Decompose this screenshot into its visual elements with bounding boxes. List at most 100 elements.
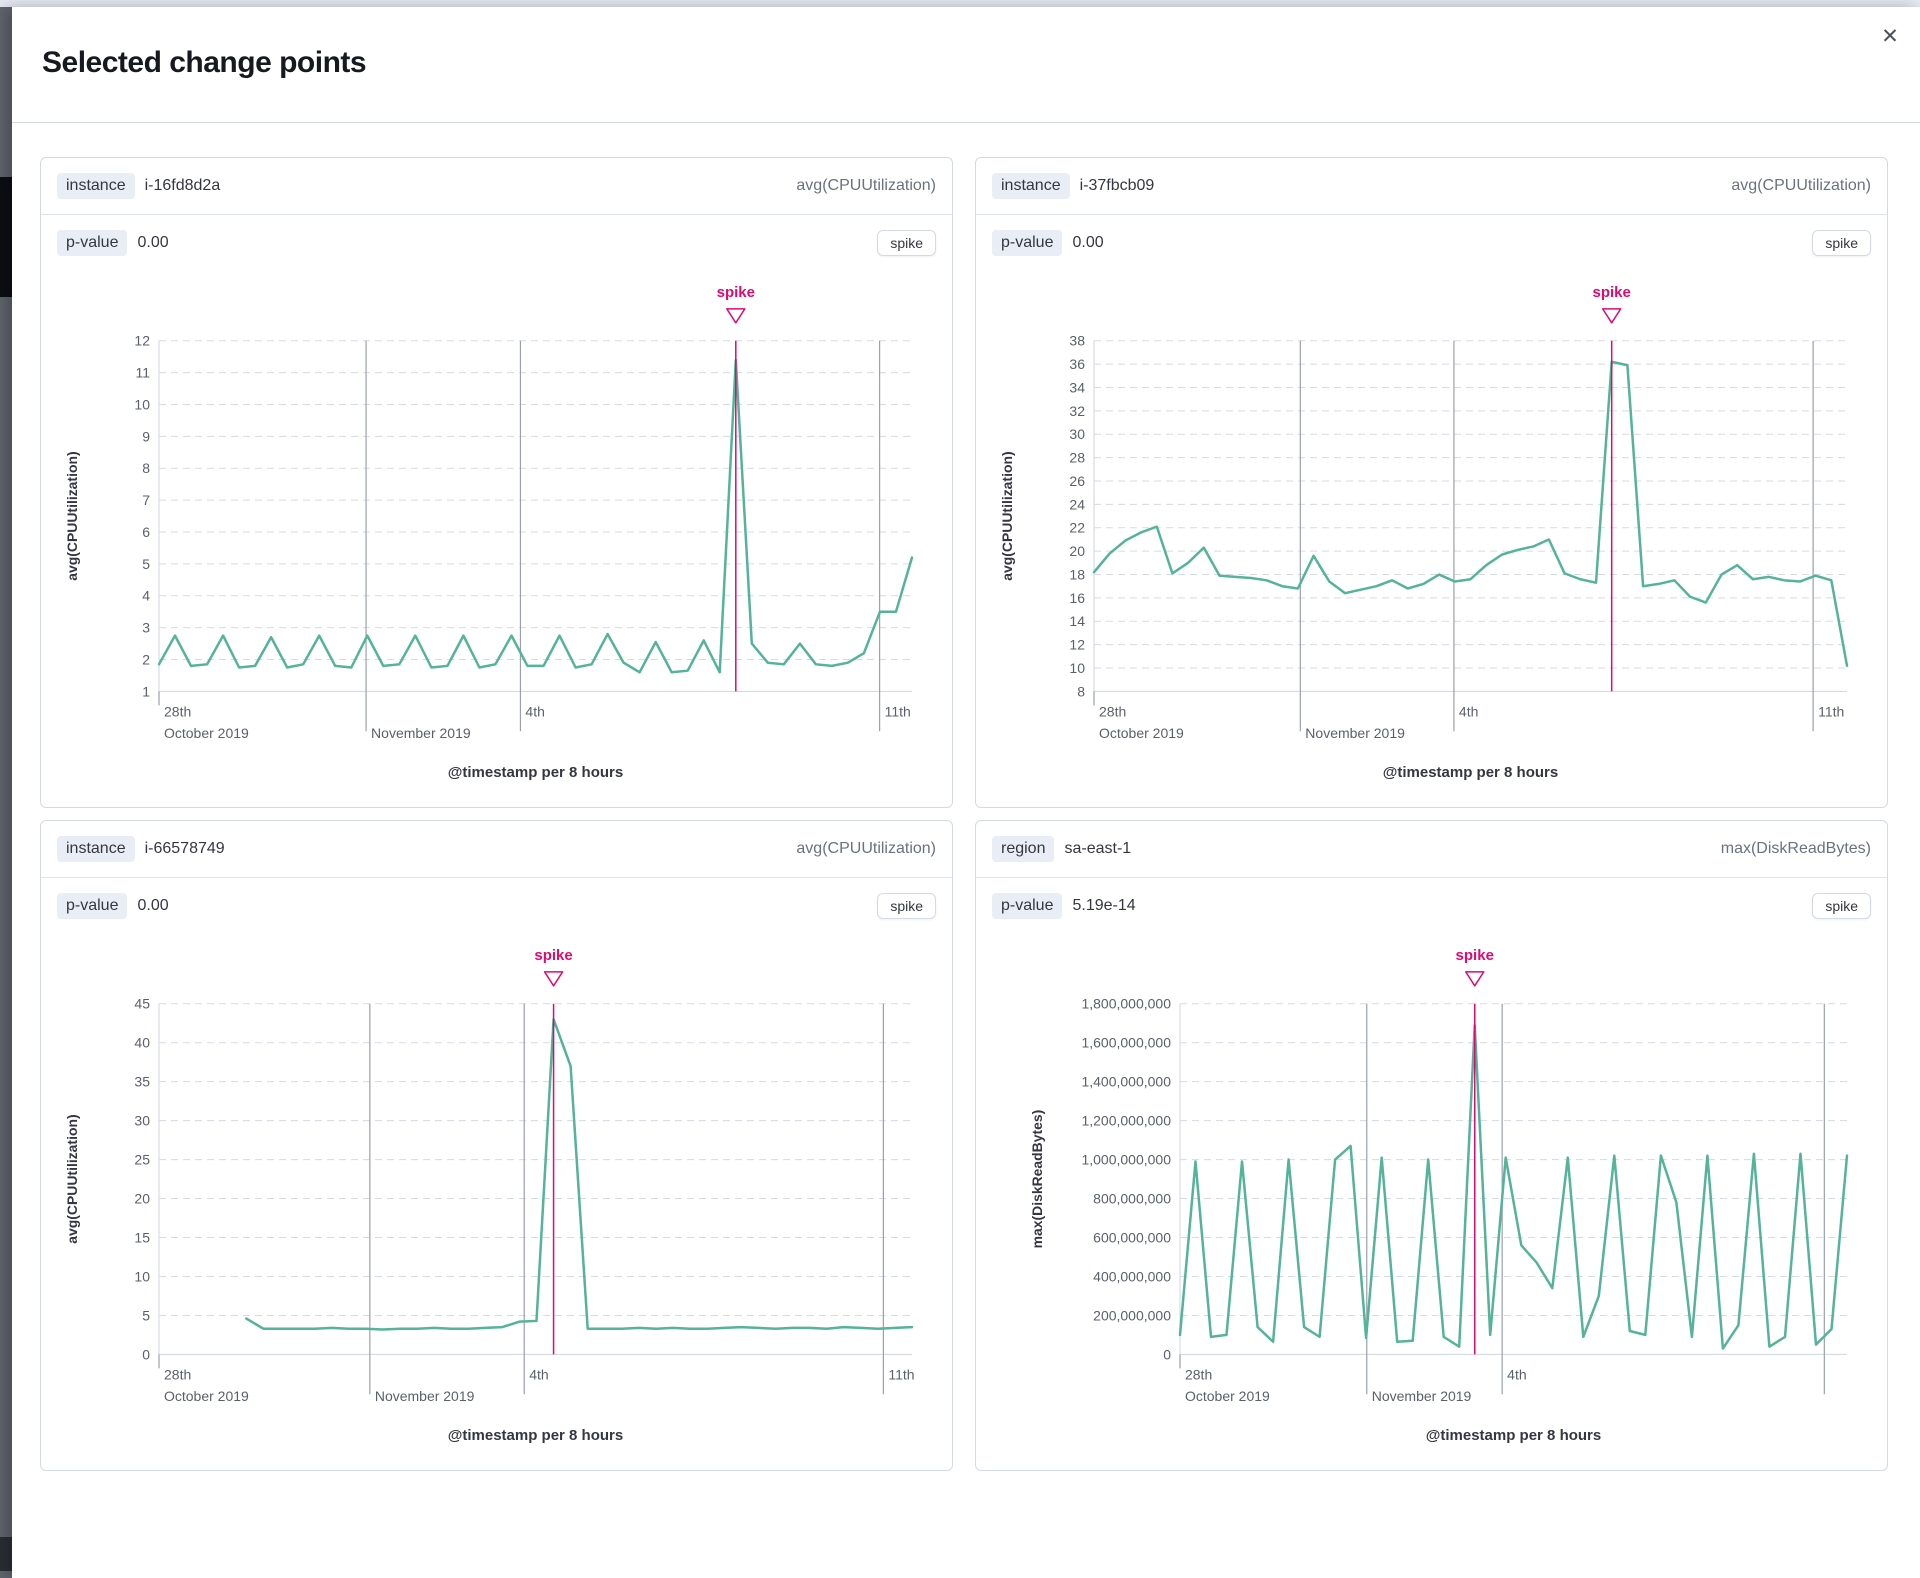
- svg-text:4th: 4th: [529, 1366, 548, 1382]
- p-value-badge: p-value: [992, 893, 1063, 919]
- svg-text:24: 24: [1069, 496, 1085, 512]
- svg-text:20: 20: [1069, 543, 1085, 559]
- svg-text:28th: 28th: [164, 703, 191, 719]
- chart-area: 1 2 3 4 5 6 7 8 9 10 11 12 28th October 2019 November …: [41, 271, 952, 807]
- svg-text:11: 11: [135, 365, 150, 381]
- svg-text:1,000,000,000: 1,000,000,000: [1081, 1152, 1171, 1168]
- svg-text:15: 15: [134, 1230, 150, 1246]
- svg-text:5: 5: [142, 556, 150, 572]
- change-point-panel-4: region sa-east-1 max(DiskReadBytes) p-va…: [975, 820, 1888, 1471]
- field-name-badge: instance: [57, 173, 135, 199]
- svg-text:1,600,000,000: 1,600,000,000: [1081, 1035, 1171, 1051]
- change-type-button[interactable]: spike: [877, 893, 936, 919]
- svg-text:11th: 11th: [888, 1366, 914, 1382]
- svg-text:5: 5: [142, 1307, 150, 1323]
- svg-text:1,800,000,000: 1,800,000,000: [1081, 996, 1171, 1012]
- svg-text:0: 0: [142, 1346, 150, 1362]
- chart-area: 0 5 10 15 20 25 30 35 40 45 28th October 2019 Novemb…: [41, 934, 952, 1470]
- svg-text:spike: spike: [1593, 284, 1631, 301]
- field-value: i-66578749: [144, 840, 225, 857]
- header-divider: [12, 122, 1920, 123]
- svg-text:32: 32: [1069, 403, 1085, 419]
- p-value-badge: p-value: [57, 230, 128, 256]
- field-value: i-37fbcb09: [1079, 177, 1155, 194]
- svg-text:10: 10: [134, 1268, 150, 1284]
- svg-text:spike: spike: [717, 284, 755, 301]
- p-value-badge: p-value: [57, 893, 128, 919]
- svg-text:@timestamp per 8 hours: @timestamp per 8 hours: [448, 764, 623, 781]
- svg-text:avg(CPUUtilization): avg(CPUUtilization): [64, 1114, 80, 1243]
- svg-text:November 2019: November 2019: [375, 1388, 475, 1404]
- svg-text:30: 30: [134, 1113, 150, 1129]
- field-value: i-16fd8d2a: [144, 177, 221, 194]
- svg-text:11th: 11th: [885, 703, 911, 719]
- svg-text:max(DiskReadBytes): max(DiskReadBytes): [1029, 1110, 1045, 1249]
- panel-title-row: instance i-37fbcb09 avg(CPUUtilization): [976, 158, 1887, 215]
- svg-text:@timestamp per 8 hours: @timestamp per 8 hours: [448, 1427, 623, 1444]
- svg-text:spike: spike: [534, 947, 572, 964]
- svg-text:avg(CPUUtilization): avg(CPUUtilization): [64, 451, 80, 580]
- svg-text:12: 12: [134, 333, 150, 349]
- svg-text:October 2019: October 2019: [1099, 725, 1184, 741]
- svg-text:3: 3: [142, 620, 150, 636]
- svg-text:40: 40: [134, 1035, 150, 1051]
- metric-label: avg(CPUUtilization): [796, 177, 936, 194]
- chart-area: 8 10 12 14 16 18 20 22 24 26 28 30 32 34 36 38 28th Octob…: [976, 271, 1887, 807]
- panel-title-row: instance i-66578749 avg(CPUUtilization): [41, 821, 952, 878]
- background-content-fragment: [0, 177, 12, 297]
- svg-text:600,000,000: 600,000,000: [1093, 1230, 1171, 1246]
- page-title: Selected change points: [42, 46, 367, 79]
- panel-stats-row: p-value 0.00 spike: [976, 215, 1887, 271]
- svg-text:November 2019: November 2019: [1305, 725, 1405, 741]
- panels-grid: instance i-16fd8d2a avg(CPUUtilization) …: [12, 123, 1920, 1471]
- change-points-modal: Selected change points ✕ instance i-16fd…: [12, 7, 1920, 1578]
- change-point-panel-1: instance i-16fd8d2a avg(CPUUtilization) …: [40, 157, 953, 808]
- background-content-fragment: [0, 1537, 12, 1571]
- change-type-button[interactable]: spike: [1812, 230, 1871, 256]
- svg-text:36: 36: [1069, 356, 1085, 372]
- svg-text:8: 8: [142, 460, 150, 476]
- svg-text:1: 1: [142, 683, 150, 699]
- metric-label: max(DiskReadBytes): [1720, 840, 1871, 857]
- line-chart: 0 200,000,000 400,000,000 600,000,000 800,00…: [1029, 947, 1849, 1444]
- svg-text:28th: 28th: [164, 1366, 191, 1382]
- field-value: sa-east-1: [1064, 840, 1132, 857]
- modal-header: Selected change points ✕: [12, 7, 1920, 122]
- change-point-panel-2: instance i-37fbcb09 avg(CPUUtilization) …: [975, 157, 1888, 808]
- svg-text:16: 16: [1069, 590, 1085, 606]
- svg-text:October 2019: October 2019: [164, 1388, 249, 1404]
- svg-text:800,000,000: 800,000,000: [1093, 1191, 1171, 1207]
- change-type-button[interactable]: spike: [1812, 893, 1871, 919]
- svg-text:9: 9: [142, 428, 150, 444]
- change-type-button[interactable]: spike: [877, 230, 936, 256]
- svg-text:200,000,000: 200,000,000: [1093, 1307, 1171, 1323]
- svg-text:@timestamp per 8 hours: @timestamp per 8 hours: [1426, 1427, 1601, 1444]
- close-icon[interactable]: ✕: [1876, 23, 1904, 51]
- svg-text:4th: 4th: [1507, 1366, 1526, 1382]
- svg-text:1,400,000,000: 1,400,000,000: [1081, 1074, 1171, 1090]
- svg-text:4: 4: [142, 588, 150, 604]
- svg-text:400,000,000: 400,000,000: [1093, 1268, 1171, 1284]
- field-name-badge: instance: [992, 173, 1070, 199]
- svg-text:14: 14: [1069, 613, 1085, 629]
- panel-stats-row: p-value 0.00 spike: [41, 878, 952, 934]
- svg-text:4th: 4th: [525, 703, 544, 719]
- svg-text:28: 28: [1069, 450, 1085, 466]
- svg-text:avg(CPUUtilization): avg(CPUUtilization): [999, 451, 1015, 580]
- p-value: 0.00: [137, 234, 169, 251]
- svg-text:1,200,000,000: 1,200,000,000: [1081, 1113, 1171, 1129]
- panel-stats-row: p-value 0.00 spike: [41, 215, 952, 271]
- svg-text:spike: spike: [1456, 947, 1494, 964]
- svg-text:@timestamp per 8 hours: @timestamp per 8 hours: [1383, 764, 1558, 781]
- svg-text:26: 26: [1069, 473, 1085, 489]
- svg-text:November 2019: November 2019: [371, 725, 471, 741]
- svg-text:November 2019: November 2019: [1372, 1388, 1472, 1404]
- panel-title-row: region sa-east-1 max(DiskReadBytes): [976, 821, 1887, 878]
- p-value: 5.19e-14: [1072, 897, 1136, 914]
- p-value: 0.00: [1072, 234, 1104, 251]
- svg-text:10: 10: [134, 397, 150, 413]
- line-chart: 0 5 10 15 20 25 30 35 40 45 28th October 2019 Novemb…: [64, 947, 915, 1444]
- svg-text:20: 20: [134, 1191, 150, 1207]
- field-name-badge: region: [992, 836, 1055, 862]
